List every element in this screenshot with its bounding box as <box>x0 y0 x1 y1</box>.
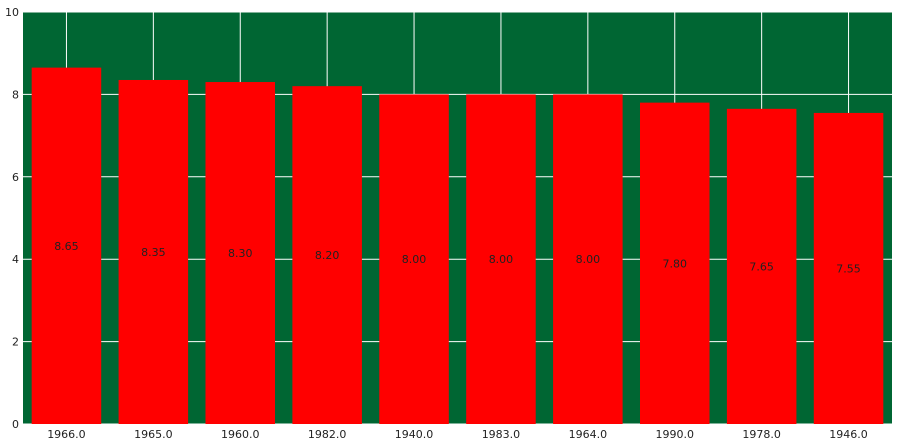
x-axis-ticks: 1966.0 1965.0 1960.0 1982.0 1940.0 1983.0 1964… <box>47 428 868 441</box>
bar-value-label: 8.00 <box>489 253 514 266</box>
bar-value-label: 8.65 <box>54 240 79 253</box>
x-tick-label: 1940.0 <box>395 428 434 441</box>
y-tick-label: 2 <box>12 336 19 349</box>
x-tick-label: 1965.0 <box>134 428 173 441</box>
bar <box>553 94 623 425</box>
bars <box>31 67 884 425</box>
y-tick-label: 6 <box>12 171 19 184</box>
bar-value-label: 8.30 <box>228 247 253 260</box>
x-tick-label: 1983.0 <box>482 428 521 441</box>
x-tick-label: 1964.0 <box>569 428 608 441</box>
bar <box>639 102 710 424</box>
bar <box>205 82 276 424</box>
bar-value-label: 8.00 <box>576 253 601 266</box>
bar <box>292 86 362 424</box>
bar-value-label: 8.35 <box>141 246 166 259</box>
x-tick-label: 1966.0 <box>47 428 86 441</box>
y-tick-label: 8 <box>12 88 19 101</box>
bar-value-label: 8.00 <box>402 253 427 266</box>
value-labels: 8.65 8.35 8.30 8.20 8.00 8.00 8.00 7.80 7.65 7.55 <box>54 240 861 276</box>
y-tick-label: 0 <box>12 418 19 431</box>
x-tick-label: 1990.0 <box>656 428 695 441</box>
x-tick-label: 1982.0 <box>308 428 347 441</box>
y-tick-label: 4 <box>12 253 19 266</box>
bar <box>379 94 449 425</box>
x-tick-label: 1946.0 <box>829 428 868 441</box>
x-tick-label: 1978.0 <box>742 428 781 441</box>
bar-value-label: 7.80 <box>663 257 688 270</box>
bar <box>813 112 884 424</box>
bar <box>118 79 189 424</box>
bar-value-label: 8.20 <box>315 249 340 262</box>
y-axis-ticks: 0 2 4 6 8 10 <box>5 6 19 431</box>
x-tick-label: 1960.0 <box>221 428 260 441</box>
y-tick-label: 10 <box>5 6 19 19</box>
bar-value-label: 7.55 <box>836 262 861 275</box>
bar-value-label: 7.65 <box>749 260 774 273</box>
bar <box>466 94 536 425</box>
bar <box>31 67 102 425</box>
bar <box>726 108 797 424</box>
